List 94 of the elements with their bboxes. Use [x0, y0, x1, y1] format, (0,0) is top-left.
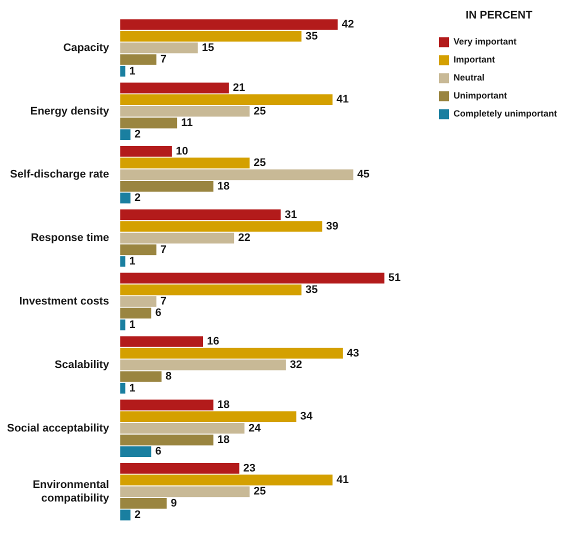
data-label: 10: [176, 145, 188, 158]
bar: [120, 221, 322, 232]
data-label: 31: [284, 208, 297, 221]
bar: [120, 296, 156, 307]
bar: [120, 371, 162, 382]
y-tick-label: Self-discharge rate: [10, 168, 110, 181]
data-label: 6: [155, 446, 162, 458]
data-label: 6: [155, 307, 162, 320]
data-label: 18: [217, 434, 230, 446]
data-label: 51: [388, 272, 401, 284]
bar: [120, 498, 167, 509]
bar: [120, 30, 302, 42]
bar: [120, 348, 343, 359]
data-label: 22: [238, 232, 250, 244]
bar: [120, 118, 178, 128]
bar: [120, 422, 244, 434]
bar: [120, 400, 214, 410]
data-label: 24: [248, 422, 262, 434]
data-label: 34: [300, 410, 314, 423]
data-label: 7: [160, 244, 166, 256]
legend-label: Completely unimportant: [453, 108, 558, 119]
bar: [120, 158, 250, 168]
data-label: 7: [160, 296, 166, 308]
bar: [120, 360, 286, 370]
y-tick-label: Social acceptability: [6, 422, 110, 434]
bar: [120, 510, 130, 520]
y-tick-label: Environmental compatibility: [32, 479, 110, 504]
legend-label: Unimportant: [453, 90, 507, 101]
bar: [120, 146, 172, 157]
bar: [120, 54, 156, 65]
data-label: 7: [160, 54, 166, 66]
data-label: 42: [342, 18, 354, 31]
bar: [120, 66, 126, 77]
data-label: 23: [243, 462, 256, 474]
data-label: 1: [129, 382, 136, 394]
data-label: 21: [232, 82, 246, 94]
bar: [120, 192, 130, 204]
bar: [120, 106, 250, 117]
data-label: 1: [129, 255, 136, 268]
data-label: 1: [129, 65, 136, 78]
legend-label: Important: [453, 54, 495, 65]
bar: [120, 463, 240, 474]
data-label: 25: [254, 157, 266, 170]
data-label: 8: [166, 370, 172, 383]
data-label: 2: [134, 509, 141, 522]
bar: [120, 474, 333, 486]
data-label: 39: [326, 220, 338, 232]
bar: [120, 434, 214, 446]
data-label: 43: [346, 347, 360, 360]
data-label: 18: [217, 180, 230, 192]
data-label: 35: [305, 284, 318, 296]
data-label: 35: [305, 30, 318, 42]
y-tick-label: Energy density: [30, 105, 110, 118]
data-label: 2: [134, 128, 141, 141]
bar: [120, 319, 126, 330]
bar: [120, 336, 204, 347]
legend-label: Very important: [453, 36, 517, 47]
legend-title: IN PERCENT: [466, 10, 533, 22]
bar: [120, 94, 333, 105]
legend-label: Neutral: [453, 72, 485, 83]
data-label: 32: [290, 358, 302, 371]
data-label: 16: [207, 336, 220, 348]
bar: [120, 446, 152, 457]
bar: [120, 486, 250, 498]
bar: [120, 308, 152, 319]
bar: [120, 209, 281, 220]
bar: [120, 272, 384, 284]
data-label: 45: [357, 168, 370, 181]
bar: [120, 232, 234, 244]
y-tick-label: Scalability: [54, 358, 110, 371]
y-tick-label: Investment costs: [19, 296, 110, 308]
data-label: 2: [134, 192, 141, 204]
data-label: 41: [336, 94, 349, 106]
data-label: 41: [336, 474, 349, 486]
bar: [120, 169, 354, 180]
bar: [120, 256, 126, 267]
bar: [120, 129, 130, 140]
bar: [120, 411, 296, 422]
data-label: 25: [254, 105, 266, 118]
y-tick-label: Response time: [30, 232, 110, 244]
data-label: 15: [202, 42, 214, 54]
data-label: 9: [170, 497, 177, 510]
y-tick-label: Capacity: [63, 42, 110, 54]
bar: [120, 82, 229, 94]
bar: [120, 42, 198, 54]
data-label: 1: [129, 318, 136, 331]
bar: [120, 382, 126, 394]
bar: [120, 284, 302, 296]
bar: [120, 19, 338, 30]
data-label: 11: [181, 116, 193, 129]
data-label: 18: [217, 399, 230, 411]
bar: [120, 181, 214, 192]
data-label: 25: [254, 486, 266, 498]
bar: [120, 244, 156, 256]
